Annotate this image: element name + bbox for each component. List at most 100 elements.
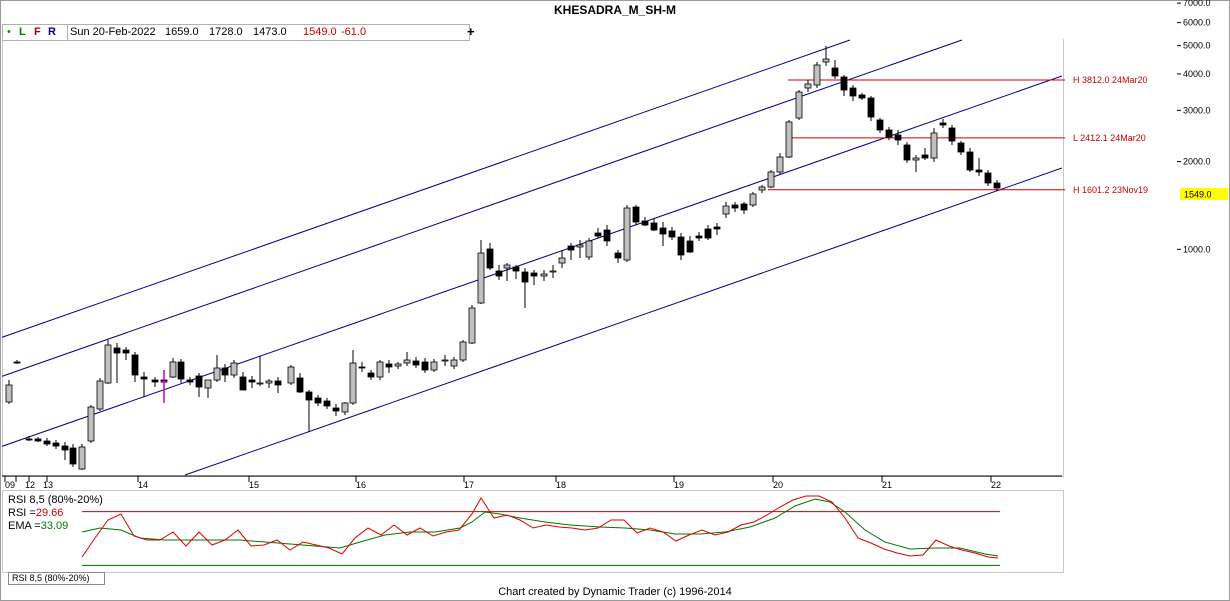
x-tick-label: 22	[991, 480, 1001, 490]
candle-body	[441, 359, 449, 362]
footer-credit: Chart created by Dynamic Trader (c) 1996…	[498, 586, 732, 598]
x-tick-label: 13	[43, 480, 53, 490]
level-label: H 1601.2 23Nov19	[1073, 185, 1148, 195]
l-button[interactable]: L	[19, 26, 26, 38]
candle-body	[966, 151, 974, 171]
price-axis: 10000.09000.08000.07000.06000.05000.0400…	[1177, 0, 1228, 254]
candle-body	[804, 83, 812, 89]
candle-body	[151, 379, 159, 383]
bar-open: 1659.0	[165, 26, 199, 38]
candle-body	[885, 129, 893, 138]
candle-body	[204, 379, 212, 389]
x-tick-label: 15	[249, 480, 259, 490]
candle-body	[122, 349, 130, 354]
candle-body	[831, 67, 839, 77]
candle-body	[52, 442, 60, 447]
candle-body	[186, 379, 194, 383]
x-tick-label: 17	[464, 480, 474, 490]
candle-body	[948, 127, 956, 142]
candle-body	[939, 122, 947, 126]
candle-body	[858, 94, 866, 99]
candle-body	[43, 440, 51, 445]
candle-body	[503, 264, 511, 269]
candle-body	[521, 271, 529, 283]
candle-body	[903, 144, 911, 161]
candle-body	[695, 235, 703, 239]
candle-body	[140, 376, 148, 380]
candle-body	[213, 367, 221, 381]
channel-line-1	[2, 39, 851, 338]
candle-body	[5, 384, 13, 403]
candle-body	[785, 121, 793, 158]
candle-body	[686, 240, 694, 253]
channel-line-3	[2, 75, 1062, 447]
candle-body	[530, 272, 538, 277]
ema-value: 33.09	[40, 520, 69, 532]
candle-body	[239, 376, 247, 391]
candle-body	[512, 266, 520, 272]
candle-body	[722, 205, 730, 215]
bar-close: 1549.0	[303, 26, 337, 38]
candle-body	[230, 362, 238, 376]
candle-body	[256, 382, 264, 385]
level-label: H 3812.0 24Mar20	[1073, 75, 1148, 85]
candle-body	[274, 380, 282, 386]
candle-body	[25, 438, 33, 441]
candle-body	[195, 375, 203, 388]
candle-body	[78, 446, 86, 470]
candle-body	[394, 363, 402, 367]
candle-body	[486, 248, 494, 269]
candle-body	[96, 380, 104, 410]
last-price-box	[1180, 187, 1228, 200]
candle-body	[367, 372, 375, 378]
candle-body	[677, 236, 685, 256]
r-button[interactable]: R	[48, 26, 56, 38]
candle-body	[704, 228, 712, 239]
candle-body	[376, 361, 384, 378]
candle-body	[822, 58, 830, 63]
add-icon[interactable]: +	[467, 24, 475, 39]
candle-body	[104, 344, 112, 384]
candle-body	[332, 407, 340, 412]
candle-body	[87, 406, 95, 442]
candle-body	[358, 366, 366, 369]
candle-body	[221, 367, 229, 376]
x-tick-label: 12	[25, 480, 35, 490]
y-tick-label: 7000.0	[1183, 0, 1211, 8]
candle-body	[61, 445, 69, 451]
candle-body	[603, 229, 611, 242]
candle-body	[13, 361, 21, 364]
candle-body	[894, 134, 902, 141]
y-tick-label: 1000.0	[1183, 244, 1211, 254]
rsi-value: 29.66	[35, 507, 64, 519]
horizontal-levels: H 3812.0 24Mar20 L 2412.1 24Mar20 H 1601.2…	[768, 75, 1148, 195]
candle-body	[632, 206, 640, 223]
candle-body	[623, 207, 631, 261]
channel-line-4	[184, 167, 1062, 476]
tab-rsi[interactable]: RSI 8,5 (80%-20%)	[8, 572, 105, 585]
candle-body	[558, 257, 566, 264]
candle-body	[314, 397, 322, 404]
channel-line-2	[2, 39, 963, 377]
candle-body	[776, 156, 784, 173]
last-price-label: 1549.0	[1184, 189, 1212, 199]
candle-body	[594, 232, 602, 237]
candle-body	[975, 169, 983, 173]
candle-body	[69, 447, 77, 465]
y-tick-label: 6000.0	[1183, 18, 1211, 28]
candle-body	[305, 391, 313, 401]
candle-body	[468, 307, 476, 344]
candle-body	[984, 172, 992, 184]
candle-body	[450, 359, 458, 367]
candle-body	[930, 132, 938, 159]
candle-body	[813, 64, 821, 86]
ema-label: EMA =	[8, 520, 41, 532]
candle-body	[993, 182, 1001, 189]
chart-title: KHESADRA_M_SH-M	[553, 3, 676, 17]
bar-low: 1473.0	[253, 26, 287, 38]
candle-body	[731, 204, 739, 209]
candle-body	[576, 244, 584, 248]
f-button[interactable]: F	[34, 26, 41, 38]
y-tick-label: 5000.0	[1183, 41, 1211, 51]
